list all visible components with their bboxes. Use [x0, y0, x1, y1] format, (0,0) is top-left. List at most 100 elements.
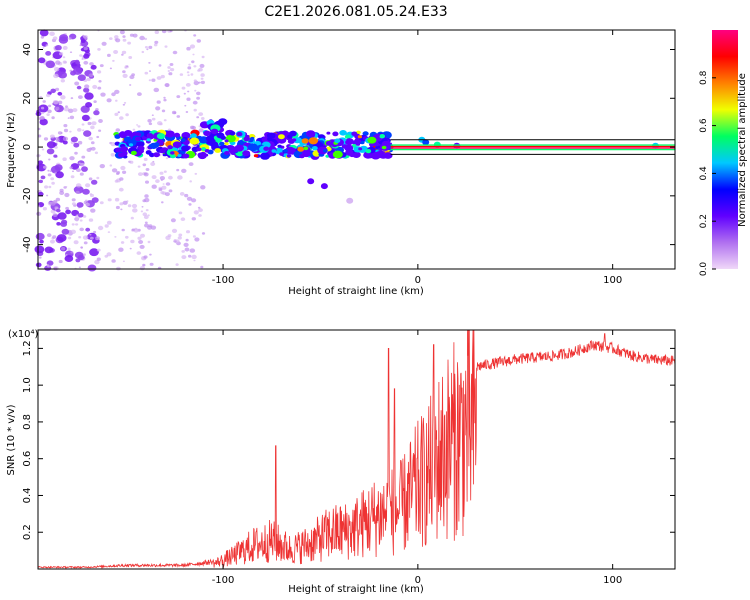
noise-blob	[118, 247, 124, 252]
noise-blob	[192, 100, 198, 105]
noise-blob	[39, 29, 49, 37]
noise-blob	[93, 230, 97, 234]
noise-blob	[151, 184, 157, 189]
noise-blob	[151, 114, 154, 116]
band-blob	[189, 137, 200, 145]
band-blob	[266, 132, 276, 139]
noise-blob	[164, 192, 170, 197]
snr-series-line	[37, 329, 676, 569]
noise-blob	[46, 264, 50, 266]
band-blob	[182, 153, 190, 159]
band-blob	[197, 152, 204, 158]
noise-blob	[60, 221, 67, 227]
noise-blob	[50, 201, 56, 206]
band-blob	[147, 133, 154, 138]
noise-blob	[62, 56, 66, 59]
band-blob	[264, 142, 270, 147]
noise-blob	[139, 35, 145, 41]
noise-blob	[196, 116, 200, 119]
noise-blob	[59, 191, 65, 195]
snr-frame	[37, 329, 676, 570]
noise-blob	[62, 45, 68, 50]
noise-blob	[47, 173, 52, 177]
noise-blob	[186, 97, 191, 101]
band-blob	[260, 152, 270, 160]
noise-blob	[121, 228, 125, 232]
noise-blob	[139, 266, 145, 271]
noise-blob	[169, 63, 174, 66]
noise-blob	[88, 218, 94, 222]
noise-blob	[41, 106, 45, 110]
noise-blob	[91, 179, 98, 185]
noise-blob	[140, 233, 145, 238]
band-blob	[357, 135, 362, 139]
noise-blob	[91, 121, 97, 126]
band-blob	[375, 151, 382, 156]
noise-blob	[55, 171, 64, 179]
noise-blob	[62, 136, 69, 141]
noise-blob	[93, 110, 100, 116]
noise-blob	[167, 128, 171, 132]
band-blob	[297, 146, 305, 152]
x-tick-label: 0	[415, 575, 421, 586]
band-blob	[204, 149, 210, 153]
y-tick-label: 20	[22, 92, 33, 105]
noise-blob	[185, 238, 189, 242]
noise-blob	[45, 93, 51, 98]
band-blob	[326, 131, 331, 135]
noise-blob	[162, 183, 165, 185]
noise-blob	[188, 63, 191, 66]
noise-blob	[78, 266, 81, 269]
noise-blob	[99, 164, 106, 169]
noise-blob	[113, 50, 119, 54]
noise-blob	[49, 170, 52, 173]
band-blob	[170, 154, 176, 159]
noise-blob	[119, 116, 124, 120]
noise-blob	[178, 233, 183, 237]
noise-blob	[85, 202, 90, 207]
band-blob	[362, 131, 369, 136]
noise-blob	[65, 254, 68, 256]
noise-blob	[172, 50, 178, 55]
noise-blob	[56, 208, 61, 213]
noise-blob	[48, 104, 52, 108]
noise-blob	[77, 127, 82, 132]
band-blob	[159, 148, 166, 154]
noise-blob	[64, 255, 74, 262]
noise-blob	[193, 259, 196, 262]
band-blob	[253, 154, 259, 158]
noise-blob	[36, 211, 42, 216]
noise-blob	[44, 185, 49, 189]
noise-blob	[120, 241, 125, 244]
noise-blob	[65, 206, 69, 210]
noise-blob	[55, 60, 61, 65]
noise-blob	[186, 230, 190, 234]
noise-blob	[137, 236, 142, 240]
noise-blob	[144, 221, 148, 224]
noise-blob	[42, 100, 46, 103]
band-blob	[118, 131, 128, 138]
noise-blob	[122, 260, 125, 263]
noise-blob	[163, 98, 167, 102]
noise-blob	[55, 197, 61, 202]
band-blob	[285, 146, 295, 155]
noise-blob	[181, 86, 186, 90]
band-blob	[230, 146, 239, 153]
noise-blob	[99, 64, 104, 68]
band-blob	[286, 154, 292, 158]
noise-blob	[146, 48, 149, 51]
noise-blob	[81, 155, 86, 159]
y-tick-label: 40	[22, 43, 33, 56]
noise-blob	[64, 61, 67, 64]
noise-blob	[198, 214, 202, 217]
noise-blob	[41, 111, 45, 115]
noise-blob	[76, 85, 82, 90]
noise-blob	[50, 88, 56, 94]
noise-blob	[81, 114, 90, 122]
noise-blob	[83, 60, 89, 65]
noise-blob	[69, 166, 73, 170]
noise-blob	[198, 208, 203, 213]
noise-blob	[58, 259, 63, 264]
noise-blob	[88, 73, 94, 78]
noise-blob	[55, 87, 60, 91]
